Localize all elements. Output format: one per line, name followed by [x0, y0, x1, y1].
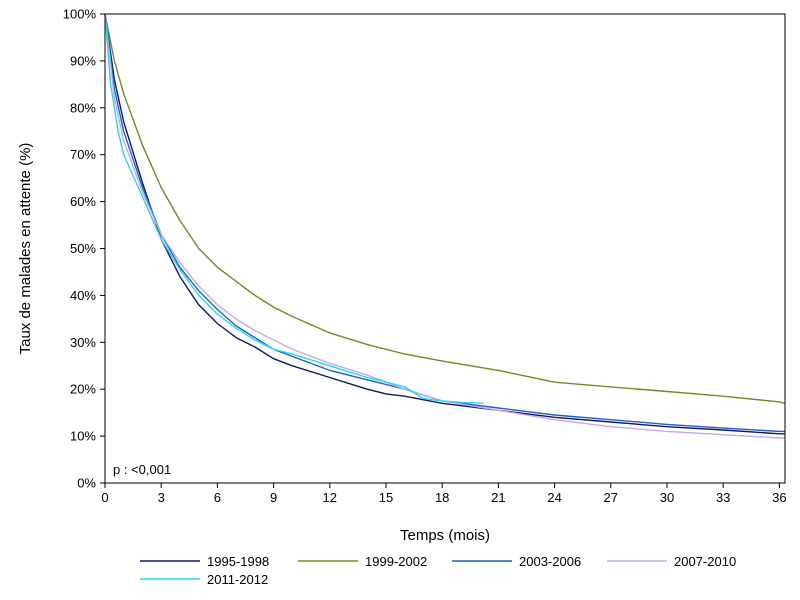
- legend-label: 1999-2002: [365, 554, 427, 569]
- legend: 1995-1998 1999-2002 2003-2006 2007-2010 2011…: [140, 554, 736, 587]
- y-tick-label: 90%: [70, 53, 96, 68]
- y-tick-label: 10%: [70, 429, 96, 444]
- x-tick-label: 12: [323, 490, 337, 505]
- p-value-annotation: p : <0,001: [113, 462, 171, 477]
- series-line-2007-2010: [104, 13, 785, 439]
- legend-item: 1999-2002: [298, 554, 427, 569]
- legend-label: 2011-2012: [207, 572, 268, 587]
- legend-label: 2003-2006: [519, 554, 581, 569]
- y-tick-label: 20%: [70, 382, 96, 397]
- legend-item: 1995-1998: [140, 554, 269, 569]
- y-tick-label: 80%: [70, 100, 96, 115]
- x-tick-label: 0: [101, 490, 108, 505]
- series-layer: [104, 13, 786, 439]
- x-tick-label: 30: [660, 490, 674, 505]
- x-tick-label: 15: [379, 490, 393, 505]
- plot-frame: [104, 13, 786, 484]
- series-line-1999-2002: [104, 13, 786, 404]
- x-tick-label: 33: [716, 490, 730, 505]
- y-tick-label: 70%: [70, 147, 96, 162]
- y-axis: 0% 10% 20% 30% 40% 50% 60% 70% 80% 90% 100%: [63, 7, 105, 491]
- y-tick-label: 40%: [70, 288, 96, 303]
- x-tick-label: 21: [491, 490, 505, 505]
- legend-label: 2007-2010: [674, 554, 736, 569]
- series-line-1995-1998: [104, 13, 785, 435]
- x-axis-title: Temps (mois): [400, 527, 490, 544]
- y-tick-label: 100%: [63, 7, 97, 22]
- legend-item: 2011-2012: [140, 572, 268, 587]
- y-axis-title: Taux de malades en attente (%): [17, 143, 34, 355]
- x-tick-label: 3: [158, 490, 165, 505]
- x-tick-label: 27: [604, 490, 618, 505]
- legend-item: 2007-2010: [607, 554, 736, 569]
- series-line-2003-2006: [104, 13, 785, 433]
- x-tick-label: 9: [270, 490, 277, 505]
- x-axis: 0 3 6 9 12 15 18 21 24 27 30 33 36: [101, 483, 787, 505]
- y-tick-label: 30%: [70, 335, 96, 350]
- y-tick-label: 60%: [70, 194, 96, 209]
- series-line-2011-2012: [104, 13, 484, 404]
- x-tick-label: 24: [547, 490, 561, 505]
- x-tick-label: 36: [772, 490, 786, 505]
- x-tick-label: 6: [214, 490, 221, 505]
- legend-item: 2003-2006: [452, 554, 581, 569]
- x-tick-label: 18: [435, 490, 449, 505]
- legend-label: 1995-1998: [207, 554, 269, 569]
- y-tick-label: 0%: [77, 476, 96, 491]
- y-tick-label: 50%: [70, 241, 96, 256]
